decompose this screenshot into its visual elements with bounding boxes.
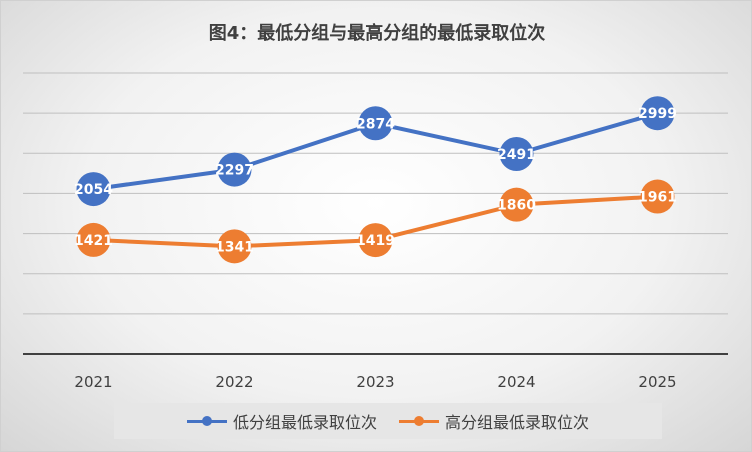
x-tick-label: 2021 <box>74 373 112 391</box>
data-point-1 <box>358 223 393 258</box>
data-point-1 <box>640 179 675 214</box>
data-label-0: 2297 <box>215 163 254 179</box>
data-point-0 <box>499 137 534 172</box>
data-label-1: 1419 <box>356 233 395 249</box>
legend-label-high: 高分组最低录取位次 <box>445 413 590 432</box>
x-tick-label: 2024 <box>497 373 535 391</box>
data-point-0 <box>358 106 393 141</box>
data-label-1: 1860 <box>497 198 536 214</box>
data-label-1: 1341 <box>215 239 254 255</box>
legend-item-low: 低分组最低录取位次 <box>186 409 377 433</box>
x-tick-label: 2022 <box>215 373 253 391</box>
data-label-1: 1961 <box>638 190 677 206</box>
data-label-1: 1421 <box>74 233 113 249</box>
data-point-1 <box>217 229 252 264</box>
data-point-1 <box>76 222 111 257</box>
x-tick-label: 2025 <box>638 373 676 391</box>
data-point-0 <box>217 152 252 187</box>
chart-legend: 低分组最低录取位次 高分组最低录取位次 <box>114 403 662 439</box>
legend-label-low: 低分组最低录取位次 <box>232 413 377 432</box>
legend-swatch-low <box>186 414 227 428</box>
x-tick-label: 2023 <box>356 373 394 391</box>
data-label-0: 2999 <box>638 106 677 122</box>
data-point-0 <box>640 96 675 131</box>
data-point-1 <box>499 187 534 222</box>
data-point-0 <box>76 172 111 207</box>
legend-item-high: 高分组最低录取位次 <box>399 409 589 433</box>
legend-swatch-high <box>399 414 439 428</box>
chart-title: 图4：最低分组与最高分组的最低录取位次 <box>208 23 546 44</box>
data-label-0: 2491 <box>497 147 536 163</box>
data-label-0: 2874 <box>356 116 395 132</box>
data-label-0: 2054 <box>74 182 113 198</box>
